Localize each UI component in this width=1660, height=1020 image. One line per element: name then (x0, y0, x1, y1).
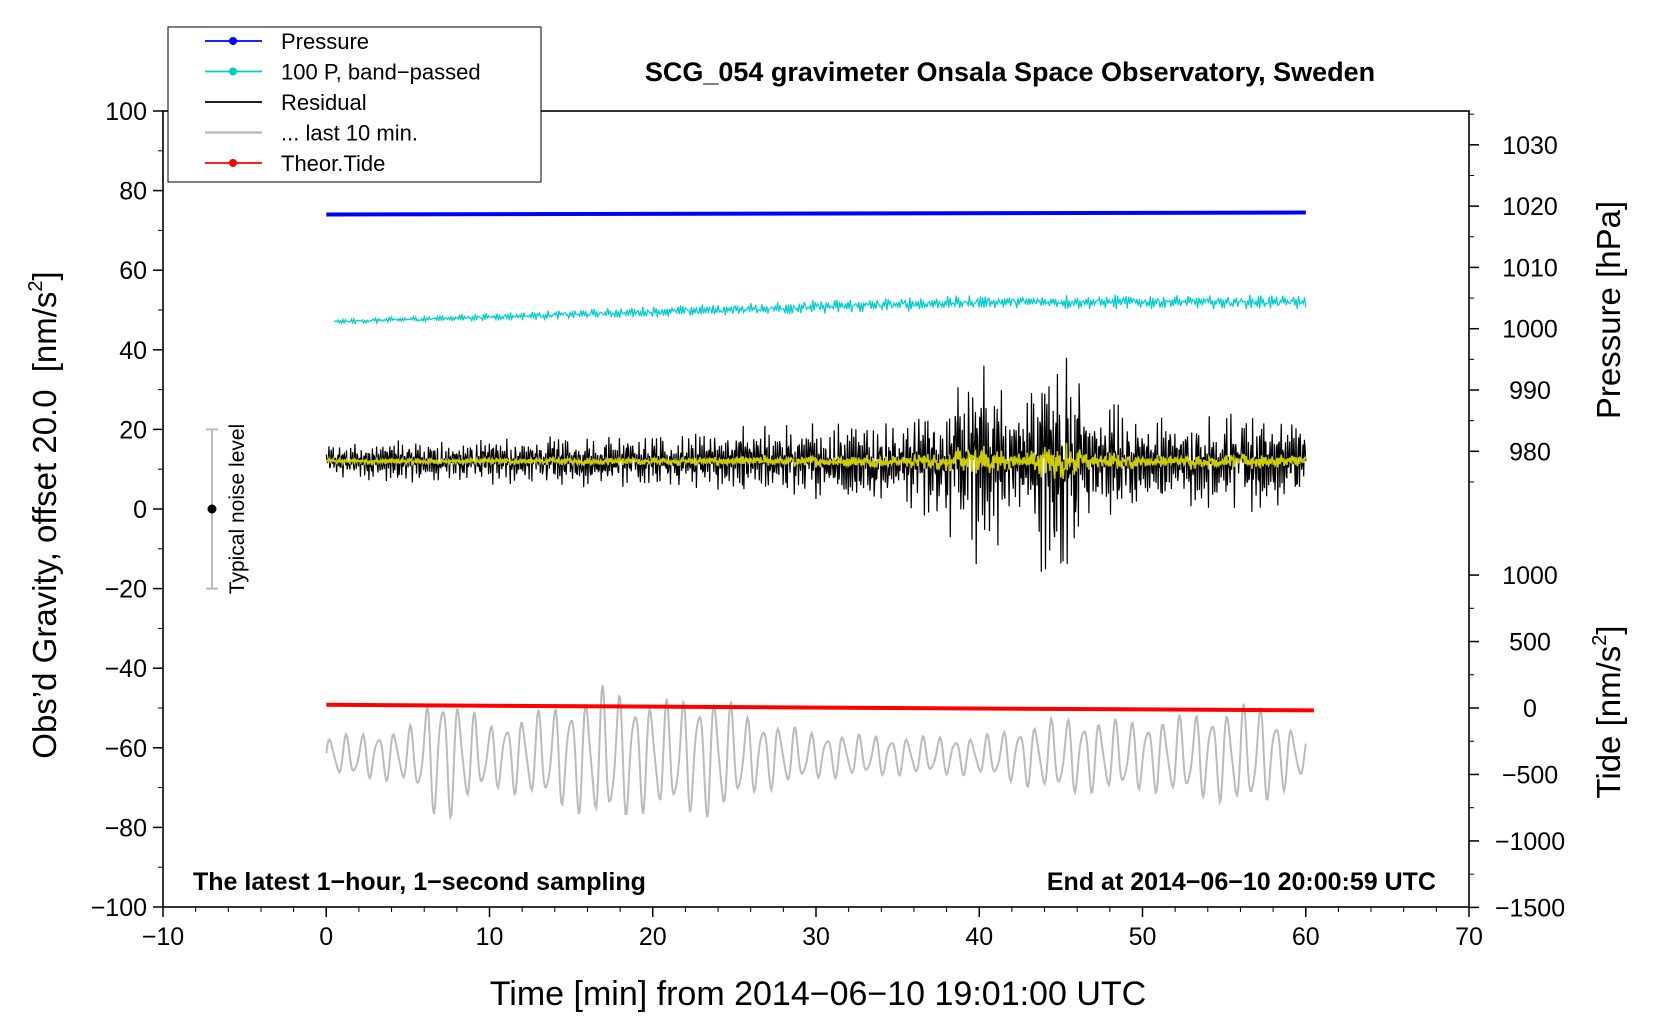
legend-marker (229, 159, 237, 167)
tide-tick-label: −500 (1502, 761, 1558, 789)
y-tick-label: 40 (119, 337, 147, 365)
y-axis-label-gravity: Obs’d Gravity, offset 20.0 [nm/s2] (25, 271, 63, 758)
series-last-10-min (325, 685, 1307, 822)
y-axis-label-gravity-text: Obs’d Gravity, offset 20.0 (26, 389, 63, 758)
series-residual-smoothed (325, 442, 1307, 479)
x-tick-label: 70 (1455, 923, 1483, 951)
chart-title: SCG_054 gravimeter Onsala Space Observat… (645, 57, 1375, 87)
tide-tick-label: 0 (1523, 695, 1537, 723)
x-tick-label: −10 (142, 923, 184, 951)
x-tick-label: 20 (639, 923, 667, 951)
y-tick-label: 80 (119, 178, 147, 206)
annotation-end-time: End at 2014−06−10 20:00:59 UTC (1047, 868, 1436, 896)
y-tick-label: −40 (105, 655, 147, 683)
x-tick-label: 60 (1292, 923, 1320, 951)
y-axis-label-gravity-unit: [nm/s (26, 292, 63, 373)
pressure-tick-label: 1010 (1502, 254, 1558, 282)
noise-bar-center (207, 504, 217, 514)
y-axis-label-tide-text: Tide [nm/s (1590, 646, 1627, 799)
y-tick-label: −100 (91, 894, 147, 922)
plot-frame (162, 110, 1470, 908)
y-axis-label-gravity-close: ] (26, 271, 63, 280)
legend: Pressure 100 P, band−passed Residual ... la… (167, 26, 542, 183)
y-tick-label: −20 (105, 576, 147, 604)
tide-tick-label: −1000 (1495, 828, 1565, 856)
x-tick-label: 40 (965, 923, 993, 951)
noise-bar-label: Typical noise level (226, 424, 249, 594)
legend-marker (229, 67, 237, 76)
y-tick-label: 20 (119, 416, 147, 444)
x-tick-label: 10 (476, 923, 504, 951)
y-axis-label-tide-sup: 2 (1589, 635, 1611, 646)
y-tick-label: 100 (105, 98, 147, 126)
pressure-tick-label: 1030 (1502, 132, 1558, 160)
legend-box (167, 26, 542, 183)
x-tick-label: 30 (802, 923, 830, 951)
tide-tick-label: 1000 (1502, 562, 1558, 590)
x-tick-label: 50 (1129, 923, 1157, 951)
series-residual (325, 357, 1307, 572)
tide-tick-label: −1500 (1495, 894, 1565, 922)
pressure-tick-label: 1000 (1502, 316, 1558, 344)
annotation-sampling: The latest 1−hour, 1−second sampling (193, 868, 646, 896)
y-axis-label-pressure: Pressure [hPa] (1590, 201, 1627, 419)
y-tick-label: −80 (105, 814, 147, 842)
y-tick-label: 60 (119, 257, 147, 285)
x-tick-label: 0 (319, 923, 333, 951)
y-tick-label: −60 (105, 735, 147, 763)
y-axis-label-tide: Tide [nm/s2] (1589, 625, 1627, 798)
pressure-tick-label: 980 (1509, 438, 1551, 466)
legend-label: ... last 10 min. (281, 121, 418, 146)
y-axis-label-gravity-sup: 2 (25, 280, 47, 291)
series-band-passed-pressure (333, 294, 1307, 326)
legend-label: Pressure (281, 29, 369, 54)
y-tick-label: 0 (133, 496, 147, 524)
legend-label: 100 P, band−passed (281, 60, 481, 85)
series-pressure (326, 210, 1306, 217)
tide-tick-label: 500 (1509, 629, 1551, 657)
x-axis-label: Time [min] from 2014−06−10 19:01:00 UTC (490, 975, 1146, 1013)
pressure-tick-label: 1020 (1502, 193, 1558, 221)
series-layer (325, 210, 1314, 822)
y-axis-label-tide-close: ] (1590, 625, 1627, 634)
series-theor-tide (326, 702, 1314, 713)
legend-label: Theor.Tide (281, 151, 385, 176)
noise-bar-layer: Typical noise level (205, 424, 249, 594)
legend-marker (229, 37, 237, 45)
legend-label: Residual (281, 90, 367, 115)
axes-layer: −10 0 10 20 30 40 50 60 70−100−80−60−40−20020406… (91, 98, 1565, 951)
pressure-tick-label: 990 (1509, 377, 1551, 405)
